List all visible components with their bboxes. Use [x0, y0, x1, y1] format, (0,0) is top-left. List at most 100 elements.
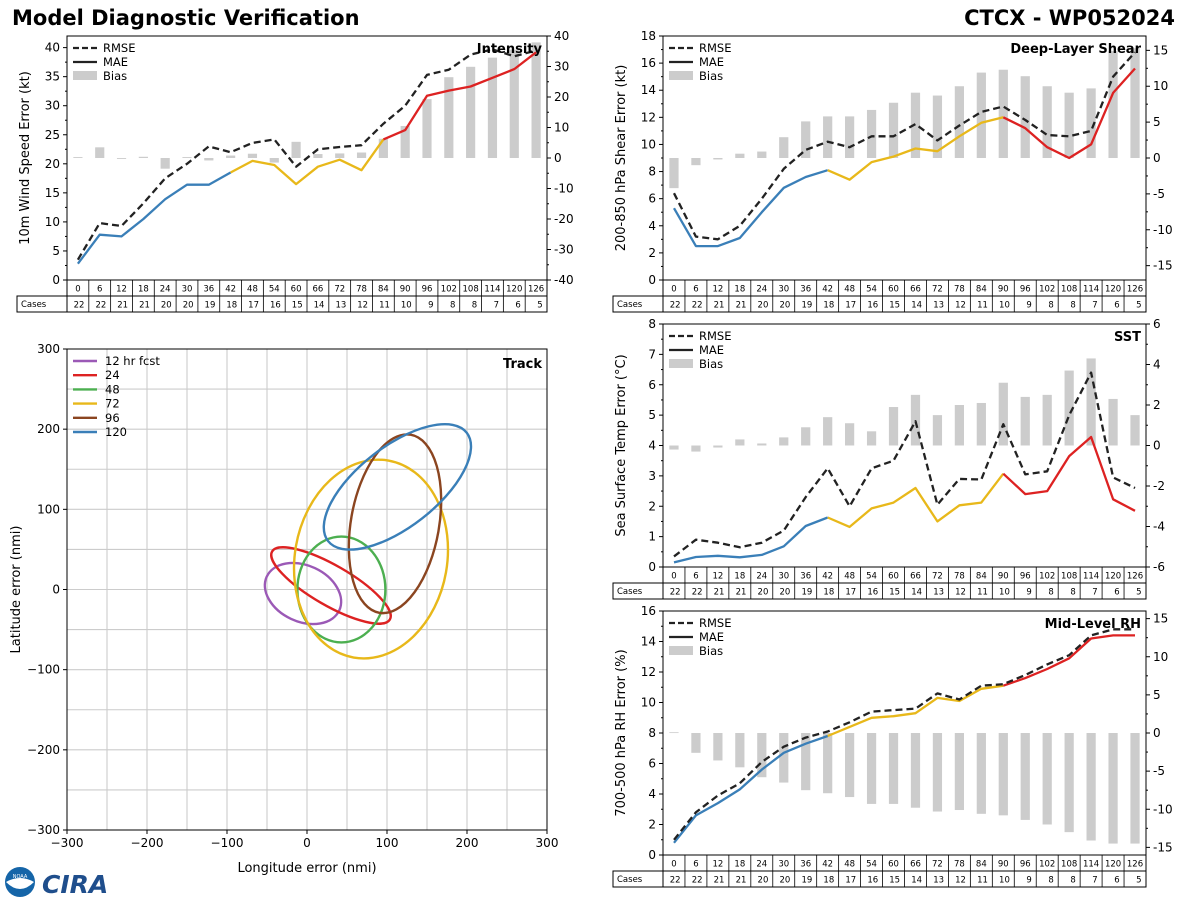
intensity-case-cell: 8	[472, 301, 477, 311]
shear-hour-cell: 36	[800, 285, 811, 295]
track-title: Track	[503, 357, 542, 372]
rh-title: Mid-Level RH	[1045, 617, 1141, 632]
intensity-legend-mae-label: MAE	[103, 55, 128, 69]
shear-y2tick-label: -10	[1153, 223, 1173, 237]
intensity-bias-bar	[400, 125, 410, 158]
intensity-case-cell: 20	[161, 301, 172, 311]
sst-bias-bar	[735, 439, 745, 446]
shear-legend-rmse-label: RMSE	[699, 41, 731, 55]
sst-bias-bar	[801, 427, 811, 446]
intensity-hour-cell: 66	[312, 285, 323, 295]
track-xtick-label: 200	[456, 836, 479, 850]
intensity-case-cell: 6	[515, 301, 520, 311]
intensity-case-cell: 8	[450, 301, 455, 311]
sst-legend-rmse-label: RMSE	[699, 329, 731, 343]
sst-cases-row	[612, 582, 1147, 600]
rh-case-cell: 9	[1026, 876, 1031, 886]
sst-bias-bar	[713, 445, 723, 448]
intensity-hour-cell: 54	[269, 285, 280, 295]
intensity-ytick-label: 30	[45, 99, 60, 113]
shear-case-cell: 18	[823, 301, 834, 311]
intensity-bias-bar	[531, 42, 541, 158]
shear-bias-bar	[823, 116, 833, 158]
sst-hour-cell: 102	[1039, 572, 1055, 582]
sst-case-cell: 20	[780, 588, 791, 598]
shear-ytick-label: 4	[648, 219, 656, 233]
shear-case-cell: 19	[801, 301, 812, 311]
intensity-case-cell: 9	[428, 301, 433, 311]
intensity-case-cell: 16	[270, 301, 281, 311]
shear-case-cell: 5	[1136, 301, 1141, 311]
shear-hour-cell: 18	[734, 285, 745, 295]
sst-y2tick-label: 0	[1153, 439, 1161, 453]
sst-mae-line	[673, 516, 829, 564]
sst-ytick-label: 7	[648, 347, 656, 361]
rh-case-cell: 12	[955, 876, 966, 886]
intensity-title: Intensity	[477, 42, 543, 57]
shear-bias-bar	[866, 109, 877, 158]
sst-hour-cell: 96	[1020, 572, 1031, 582]
rh-legend-bias-swatch	[669, 646, 693, 655]
intensity-y2tick-label: 0	[554, 151, 562, 165]
intensity-hour-cell: 126	[528, 285, 544, 295]
rh-hour-cell: 108	[1061, 860, 1077, 870]
intensity-y2tick-label: 30	[554, 60, 569, 74]
rh-case-cell: 11	[977, 876, 988, 886]
track-xtick-label: −200	[131, 836, 164, 850]
rh-case-cell: 20	[780, 876, 791, 886]
intensity-hour-cell: 48	[247, 285, 258, 295]
sst-ytick-label: 0	[648, 560, 656, 574]
shear-ytick-label: 6	[648, 192, 656, 206]
sst-ytick-label: 3	[648, 469, 656, 483]
sst-bias-bar	[1042, 394, 1052, 446]
shear-hour-cell: 126	[1127, 285, 1143, 295]
shear-cases-label: Cases	[617, 300, 643, 310]
intensity-bias-bar	[378, 138, 388, 158]
intensity-case-cell: 12	[357, 301, 368, 311]
shear-case-cell: 9	[1026, 301, 1031, 311]
rh-hour-cell: 84	[976, 860, 987, 870]
sst-hour-cell: 48	[844, 572, 855, 582]
sst-legend-bias-swatch	[669, 359, 693, 368]
shear-hour-cell: 12	[712, 285, 723, 295]
shear-case-cell: 12	[955, 301, 966, 311]
sst-y2tick-label: 4	[1153, 358, 1161, 372]
sst-hour-cell: 0	[671, 572, 676, 582]
rh-case-cell: 21	[736, 876, 747, 886]
rh-y2tick-label: 10	[1153, 650, 1168, 664]
sst-bias-bar	[1020, 396, 1030, 446]
sst-bias-bar	[757, 443, 767, 446]
rh-bias-bar	[1130, 733, 1140, 844]
track-ellipse	[292, 458, 450, 660]
shear-ytick-label: 8	[648, 165, 656, 179]
intensity-hour-cell: 90	[400, 285, 411, 295]
shear-mae-line	[827, 116, 1004, 181]
sst-bias-bar	[976, 402, 986, 446]
intensity-bias-bar	[313, 154, 323, 158]
shear-bias-bar	[976, 72, 986, 158]
track-ellipse	[296, 535, 387, 644]
sst-case-cell: 19	[801, 588, 812, 598]
shear-y2tick-label: -5	[1153, 187, 1165, 201]
sst-y2tick-label: -2	[1153, 479, 1165, 493]
intensity-ytick-label: 25	[45, 128, 60, 142]
sst-hour-cell: 84	[976, 572, 987, 582]
rh-ytick-label: 0	[648, 848, 656, 862]
shear-legend-bias-swatch	[669, 71, 693, 80]
track-xtick-label: −300	[51, 836, 84, 850]
shear-y2tick-label: 0	[1153, 151, 1161, 165]
rh-bias-bar	[669, 732, 679, 734]
intensity-bias-bar	[422, 99, 432, 158]
sst-case-cell: 14	[911, 588, 922, 598]
rh-ytick-label: 16	[641, 604, 656, 618]
rh-case-cell: 13	[933, 876, 944, 886]
track-legend-label: 120	[105, 425, 127, 439]
intensity-cases-label: Cases	[21, 300, 47, 310]
sst-case-cell: 12	[955, 588, 966, 598]
shear-bias-bar	[998, 69, 1008, 158]
sst-bias-bar	[932, 415, 943, 446]
intensity-hour-cell: 30	[182, 285, 193, 295]
